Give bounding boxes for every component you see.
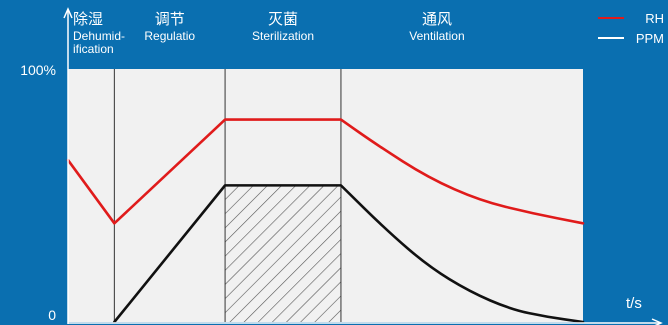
- legend-label: RH: [645, 11, 664, 26]
- series-line-ppm: [113, 184, 585, 324]
- y-tick-label: 0: [48, 307, 56, 323]
- x-axis-arrow-icon: [651, 318, 663, 325]
- phase-name-cn: 灭菌: [268, 11, 298, 28]
- phase-name-en: Ventilation: [409, 29, 464, 43]
- legend-label: PPM: [636, 31, 664, 46]
- phase-name-cn: 除湿: [73, 11, 103, 28]
- legend-item-rh: RH: [598, 11, 664, 26]
- phase-name-cn: 通风: [422, 11, 452, 28]
- y-tick-label: 100%: [20, 62, 56, 78]
- sterilization-hatch-area: [225, 185, 341, 322]
- phase-name-en: Sterilization: [252, 29, 314, 43]
- legend-item-ppm: PPM: [598, 31, 664, 46]
- series-line-rh: [66, 118, 585, 225]
- phase-name-en: Regulatio: [144, 29, 195, 43]
- phase-name-en: ification: [73, 42, 114, 56]
- x-axis-label: t/s: [626, 295, 642, 312]
- phase-name-en: Dehumid-: [73, 29, 125, 43]
- phase-name-cn: 调节: [155, 11, 185, 28]
- y-axis-arrow-icon: [63, 7, 73, 19]
